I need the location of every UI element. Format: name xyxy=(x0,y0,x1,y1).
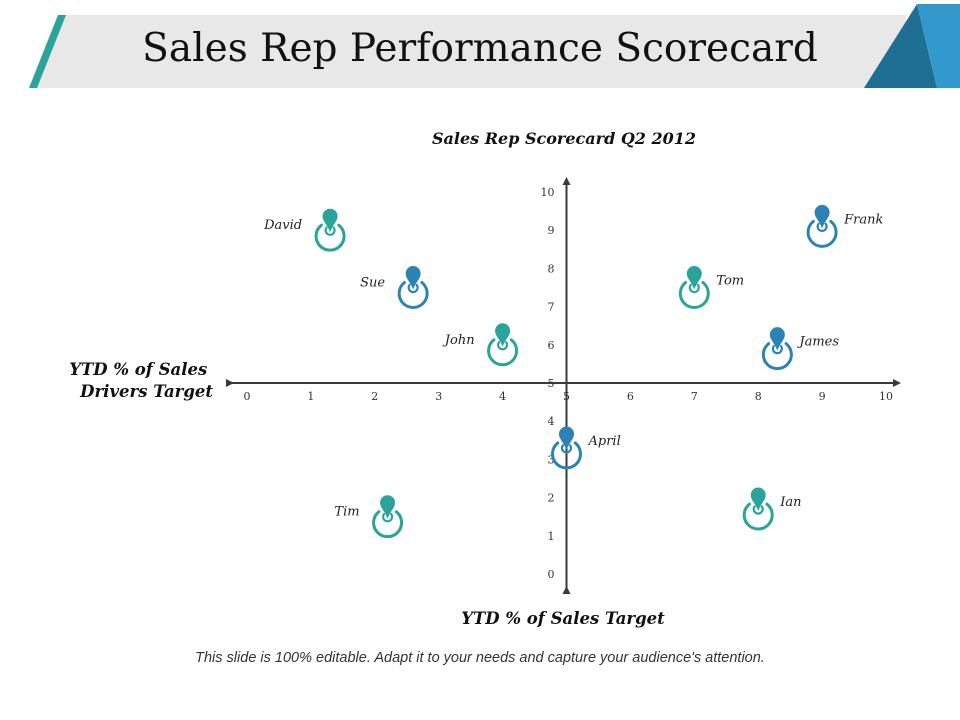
data-point-james: James xyxy=(761,327,839,371)
map-pin-icon xyxy=(750,487,766,512)
y-tick-label: 5 xyxy=(548,377,555,390)
target-ring-icon xyxy=(487,338,519,367)
corner-triangle-dark xyxy=(864,4,937,88)
target-inner-ring-icon xyxy=(382,513,394,523)
target-ring-icon xyxy=(742,502,774,531)
y-tick-label: 9 xyxy=(548,224,555,237)
x-tick-label: 8 xyxy=(755,390,762,403)
target-ring-icon xyxy=(314,223,346,252)
x-tick-label: 3 xyxy=(435,390,442,403)
y-tick-label: 2 xyxy=(548,492,555,505)
x-axis-label: YTD % of Sales Target xyxy=(461,609,665,628)
x-tick-label: 5 xyxy=(563,390,570,403)
title-banner xyxy=(36,15,906,88)
data-point-ian: Ian xyxy=(742,487,801,531)
map-pin-icon xyxy=(405,266,421,290)
x-tick-label: 0 xyxy=(244,390,251,403)
x-tick-label: 4 xyxy=(499,390,506,403)
data-point-label: April xyxy=(588,434,621,449)
page-title: Sales Rep Performance Scorecard xyxy=(142,26,818,71)
map-pin-icon xyxy=(814,204,830,229)
x-tick-label: 9 xyxy=(819,390,826,403)
data-point-david: David xyxy=(263,208,346,252)
data-point-label: Frank xyxy=(843,212,883,227)
data-point-label: James xyxy=(796,335,839,350)
target-ring-icon xyxy=(551,441,582,470)
y-tick-label: 8 xyxy=(548,262,555,275)
target-inner-ring-icon xyxy=(407,283,419,294)
data-point-john: John xyxy=(442,323,519,367)
slide-caption: This slide is 100% editable. Adapt it to… xyxy=(195,650,765,666)
y-tick-label: 4 xyxy=(548,415,555,428)
data-point-frank: Frank xyxy=(806,204,883,248)
target-inner-ring-icon xyxy=(816,222,828,233)
data-point-label: Tom xyxy=(716,274,744,289)
map-pin-icon xyxy=(769,327,785,351)
corner-triangle-light xyxy=(917,4,960,88)
data-point-label: Tim xyxy=(334,505,359,520)
y-tick-label: 1 xyxy=(548,530,555,543)
y-tick-label: 10 xyxy=(541,186,555,199)
map-pin-icon xyxy=(686,266,702,290)
target-inner-ring-icon xyxy=(771,344,783,355)
x-tick-label: 7 xyxy=(691,390,698,403)
data-point-tom: Tom xyxy=(678,266,744,309)
data-point-label: David xyxy=(263,218,302,233)
y-axis-label-line-2: Drivers Target xyxy=(79,382,213,401)
x-tick-label: 10 xyxy=(879,390,893,403)
target-inner-ring-icon xyxy=(497,341,509,351)
y-axis-label: YTD % of Sales Drivers Target xyxy=(69,360,213,401)
data-point-sue: Sue xyxy=(360,266,429,309)
y-tick-label: 3 xyxy=(548,453,555,466)
y-tick-label: 0 xyxy=(548,568,555,581)
target-ring-icon xyxy=(372,510,404,539)
corner-triangle-art xyxy=(864,4,960,88)
chart-title: Sales Rep Scorecard Q2 2012 xyxy=(432,129,696,148)
target-ring-icon xyxy=(678,281,710,309)
y-axis-label-line-1: YTD % of Sales xyxy=(69,360,207,379)
map-pin-icon xyxy=(380,495,396,519)
data-point-label: Sue xyxy=(360,276,385,291)
target-inner-ring-icon xyxy=(560,444,573,454)
data-point-label: John xyxy=(442,333,475,348)
target-ring-icon xyxy=(397,281,429,309)
map-pin-icon xyxy=(559,426,574,450)
map-pin-icon xyxy=(322,208,338,233)
target-inner-ring-icon xyxy=(324,226,336,236)
x-tick-label: 1 xyxy=(307,390,314,403)
data-point-label: Ian xyxy=(779,495,801,510)
y-tick-label: 6 xyxy=(548,339,555,352)
data-point-april: April xyxy=(551,426,621,470)
target-ring-icon xyxy=(806,219,838,248)
x-tick-label: 6 xyxy=(627,390,634,403)
target-inner-ring-icon xyxy=(688,283,700,294)
target-ring-icon xyxy=(761,342,793,371)
data-point-tim: Tim xyxy=(334,495,404,539)
target-inner-ring-icon xyxy=(752,505,764,515)
map-pin-icon xyxy=(495,323,511,347)
x-tick-label: 2 xyxy=(371,390,378,403)
y-tick-label: 7 xyxy=(548,301,555,314)
